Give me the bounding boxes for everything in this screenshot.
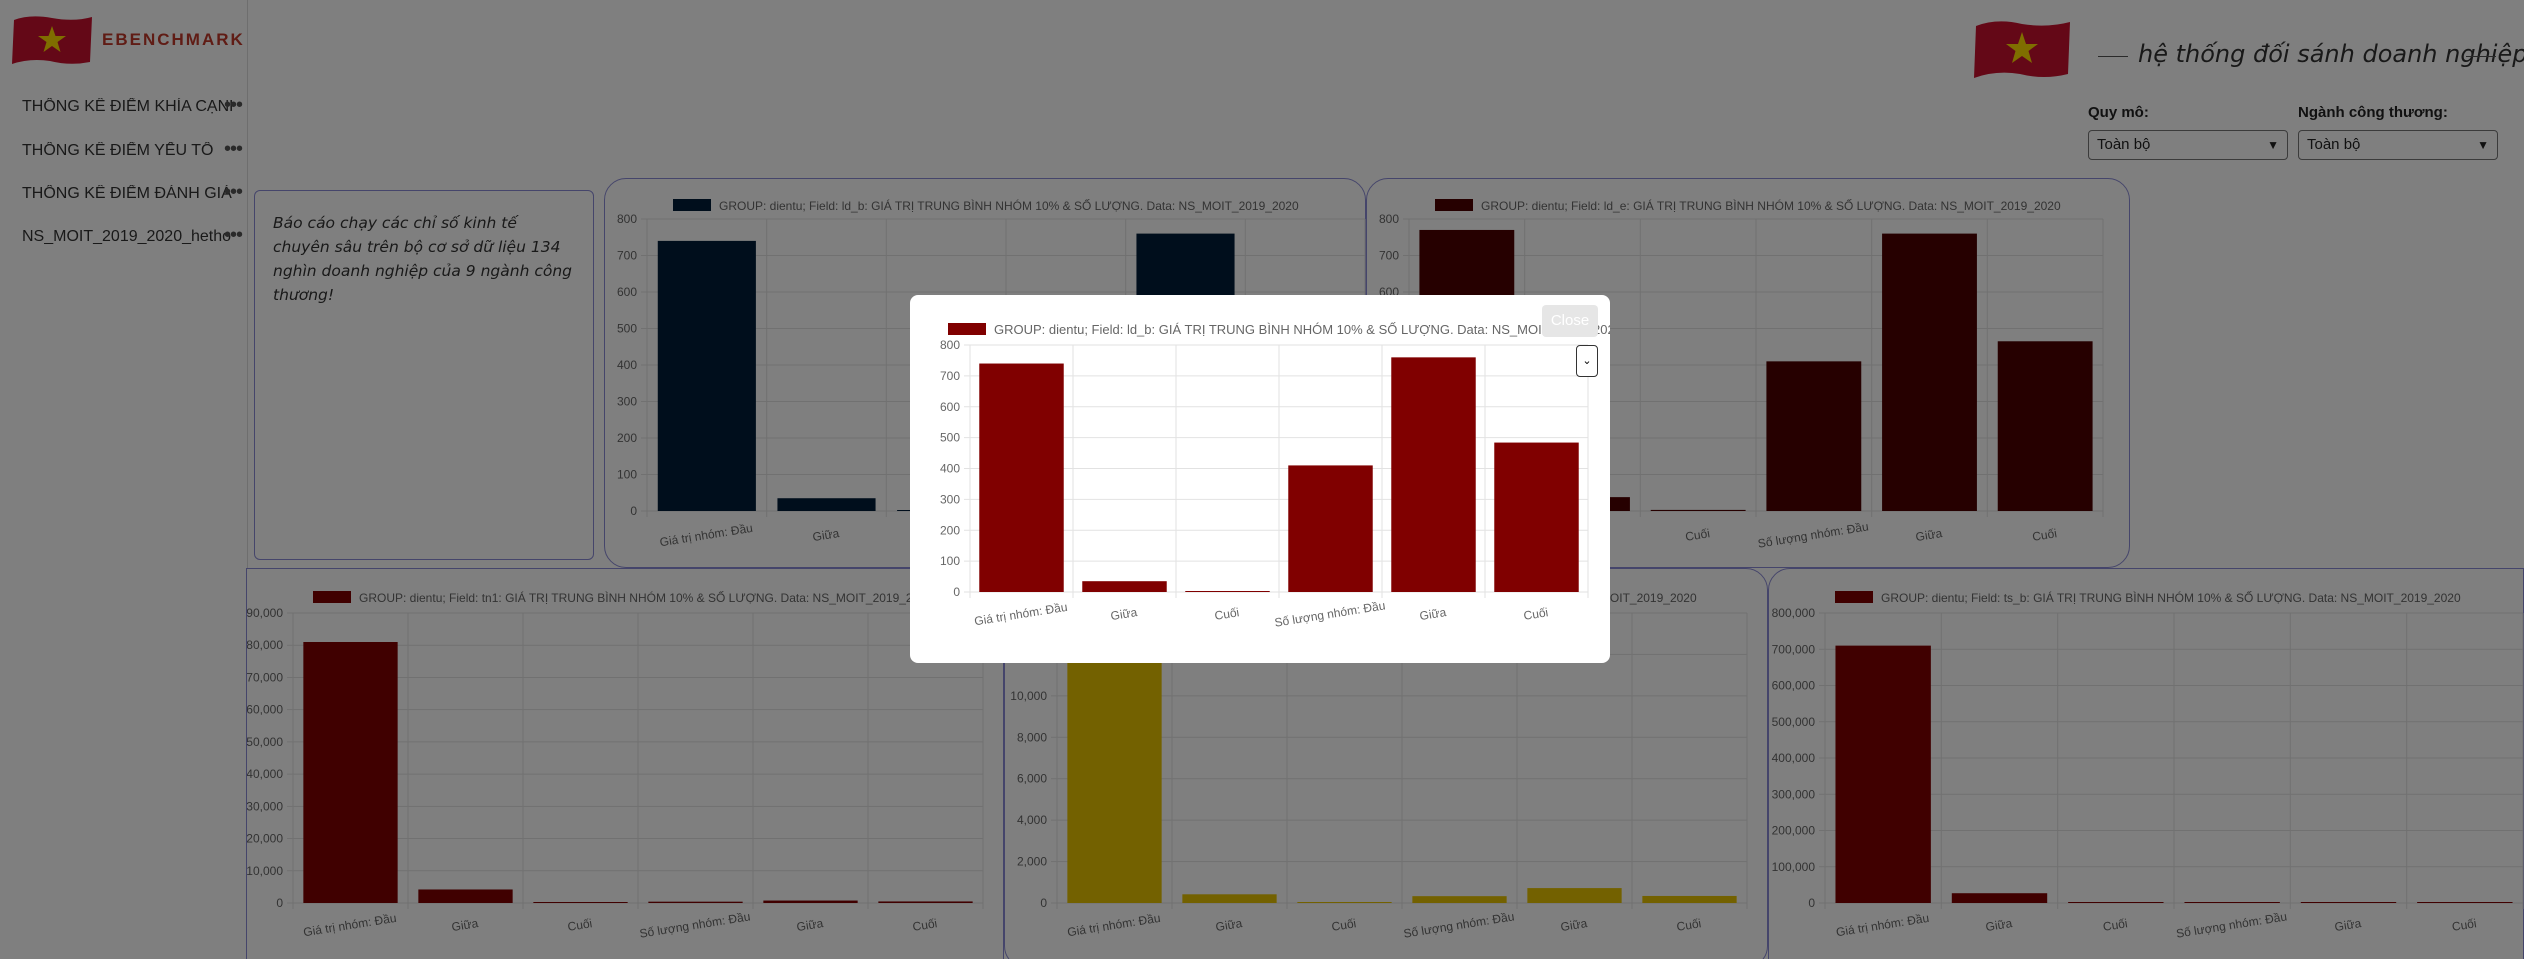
x-tick-label: Cuối [1523, 605, 1550, 623]
y-tick-label: 500 [940, 431, 960, 445]
bar[interactable] [979, 363, 1064, 592]
bar-chart: GROUP: dientu; Field: ld_b: GIÁ TRỊ TRUN… [940, 322, 1610, 630]
x-tick-label: Cuối [1214, 605, 1241, 623]
legend-swatch[interactable] [948, 323, 986, 335]
y-tick-label: 0 [953, 585, 960, 599]
bar[interactable] [1494, 442, 1579, 592]
y-tick-label: 400 [940, 462, 960, 476]
bar[interactable] [1391, 357, 1476, 592]
y-tick-label: 600 [940, 400, 960, 414]
close-button[interactable]: Close [1542, 305, 1598, 337]
x-tick-label: Giữa [1419, 605, 1448, 623]
y-tick-label: 700 [940, 369, 960, 383]
bar[interactable] [1288, 465, 1373, 592]
chart-modal: GROUP: dientu; Field: ld_b: GIÁ TRỊ TRUN… [910, 295, 1610, 663]
bar[interactable] [1082, 581, 1167, 592]
y-tick-label: 100 [940, 554, 960, 568]
x-tick-label: Giữa [1110, 605, 1139, 623]
bar[interactable] [1185, 591, 1270, 592]
chevron-down-icon: ⌄ [1582, 355, 1592, 367]
y-tick-label: 300 [940, 492, 960, 506]
x-tick-label: Số lượng nhóm: Đầu [1273, 598, 1386, 629]
chart-options-select[interactable]: ⌄ [1576, 345, 1598, 377]
y-tick-label: 800 [940, 338, 960, 352]
legend-label[interactable]: GROUP: dientu; Field: ld_b: GIÁ TRỊ TRUN… [994, 322, 1610, 337]
x-tick-label: Giá trị nhóm: Đầu [973, 600, 1068, 629]
y-tick-label: 200 [940, 523, 960, 537]
